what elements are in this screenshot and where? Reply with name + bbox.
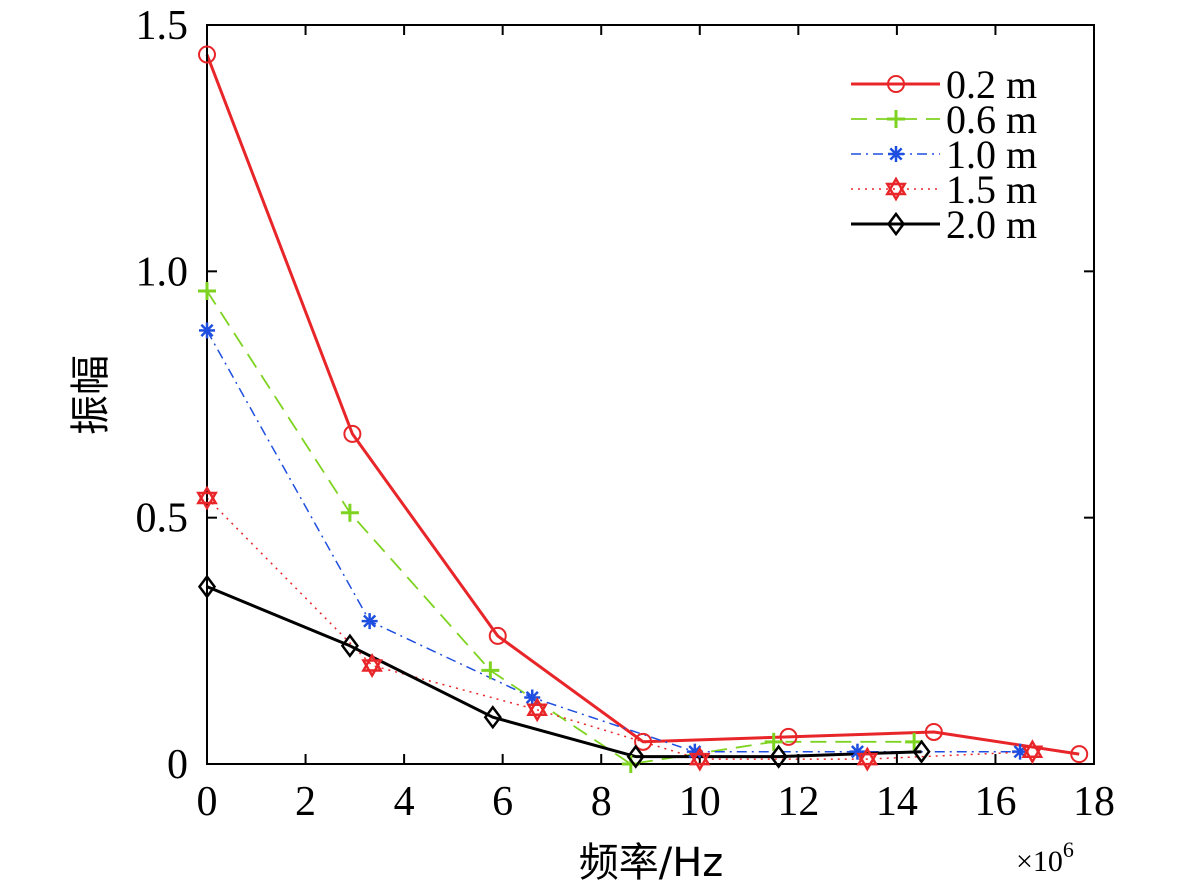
x-tick-label: 10 — [679, 779, 721, 825]
data-point-marker-3 — [361, 652, 383, 679]
data-point-marker-1 — [481, 661, 500, 680]
series-markers — [196, 45, 1089, 773]
legend-marker-2 — [888, 146, 904, 162]
x-tick-label: 6 — [492, 779, 513, 825]
data-point-marker-0 — [488, 626, 507, 645]
plot-area — [205, 54, 1080, 765]
x-tick-label: 0 — [197, 779, 218, 825]
data-point-marker-4 — [769, 744, 788, 769]
data-point-marker-0 — [634, 732, 653, 751]
x-tick-label: 18 — [1073, 779, 1115, 825]
x-tick-label: 8 — [591, 779, 612, 825]
data-point-marker-3 — [1021, 739, 1044, 765]
legend: 0.2 m0.6 m1.0 m1.5 m2.0 m — [851, 62, 1037, 247]
data-point-marker-1 — [764, 732, 783, 751]
data-point-marker-0 — [198, 45, 216, 64]
data-point-marker-4 — [483, 705, 502, 730]
data-point-marker-2 — [199, 322, 215, 339]
y-tick-label: 1.5 — [136, 3, 189, 49]
data-point-marker-0 — [779, 727, 798, 746]
data-point-marker-3 — [526, 697, 548, 723]
legend-marker-4 — [886, 211, 906, 237]
data-point-marker-3 — [688, 746, 711, 772]
data-point-marker-3 — [856, 746, 879, 772]
data-point-marker-0 — [924, 722, 943, 741]
data-point-marker-0 — [1070, 745, 1089, 764]
data-point-marker-4 — [340, 633, 359, 658]
series-line-4 — [206, 585, 922, 759]
x-tick-label: 14 — [876, 779, 918, 825]
legend-label: 2.0 m — [946, 202, 1037, 247]
series-line-0 — [205, 54, 1080, 756]
legend-label: 1.5 m — [946, 167, 1037, 212]
legend-label: 0.2 m — [946, 62, 1037, 107]
data-point-marker-2 — [849, 743, 866, 760]
data-point-marker-1 — [340, 503, 359, 522]
x-axis-multiplier: ×106 — [1016, 837, 1074, 878]
axes-frame — [206, 24, 1095, 765]
x-tick-label: 16 — [974, 779, 1016, 825]
y-tick-label: 0 — [167, 742, 188, 788]
legend-label: 1.0 m — [946, 132, 1037, 177]
series-line-1 — [206, 290, 915, 765]
data-point-marker-4 — [626, 744, 645, 769]
legend-marker-0 — [887, 75, 905, 93]
legend-label: 0.6 m — [946, 97, 1037, 142]
x-tick-label: 12 — [777, 779, 819, 825]
y-tick-label: 1.0 — [136, 249, 189, 295]
legend-marker-1 — [887, 110, 905, 128]
x-multiplier-exponent: 6 — [1063, 837, 1074, 862]
data-point-marker-2 — [361, 613, 378, 630]
y-tick-label: 0.5 — [136, 496, 189, 542]
data-point-marker-4 — [197, 574, 217, 599]
data-point-marker-3 — [196, 485, 218, 511]
x-axis-label: 频率/Hz — [579, 840, 724, 886]
x-tick-label: 2 — [295, 779, 316, 825]
data-point-marker-1 — [198, 282, 216, 301]
data-point-marker-4 — [912, 739, 931, 764]
series-line-3 — [206, 497, 1033, 760]
axis-ticks: 0 2 4 6 8 10 12 14 16 18 0 0.5 1.0 1.5 — [136, 3, 1116, 825]
x-multiplier-base: ×10 — [1016, 845, 1063, 878]
data-point-marker-0 — [343, 424, 362, 443]
series-line-2 — [206, 330, 1021, 753]
x-tick-label: 4 — [394, 779, 415, 825]
y-axis-label: 振幅 — [68, 355, 114, 435]
legend-marker-3 — [885, 176, 907, 202]
